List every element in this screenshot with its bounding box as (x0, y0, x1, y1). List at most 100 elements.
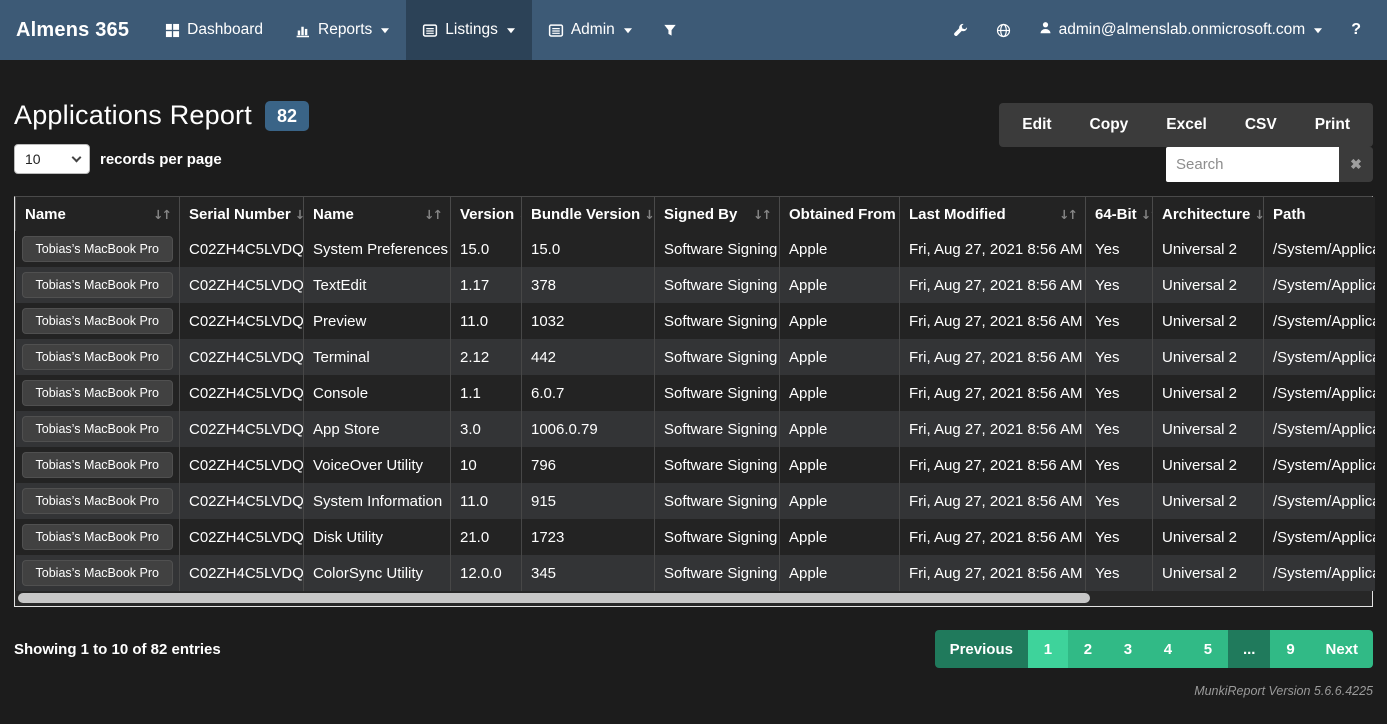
column-header[interactable]: Serial Number ↓↑ (179, 197, 304, 231)
page-button[interactable]: Previous (934, 630, 1028, 668)
device-button[interactable]: Tobias’s MacBook Pro (21, 416, 173, 442)
column-header[interactable]: Bundle Version ↓↑ (521, 197, 655, 231)
sort-icon[interactable]: ↓↑ (294, 206, 304, 222)
table-row: Tobias’s MacBook Pro C02ZH4C5LVDQ App St… (15, 411, 1375, 447)
cell-version: 1.1 (450, 375, 522, 411)
export-button[interactable]: Copy (1071, 103, 1148, 147)
cell-path: /System/Applica (1263, 303, 1375, 339)
column-header[interactable]: Obtained From ↓↑ (779, 197, 900, 231)
table-row: Tobias’s MacBook Pro C02ZH4C5LVDQ Termin… (15, 339, 1375, 375)
cell-64bit: Yes (1085, 555, 1153, 591)
cell-64bit: Yes (1085, 375, 1153, 411)
filter-icon[interactable] (649, 0, 691, 60)
scrollbar-thumb[interactable] (18, 593, 1090, 603)
nav-menu: Dashboard Reports Listings Admin (149, 0, 649, 60)
page-button[interactable]: 1 (1027, 630, 1068, 668)
column-header[interactable]: Name ↓↑ (15, 197, 180, 231)
cell-last-modified: Fri, Aug 27, 2021 8:56 AM (899, 447, 1086, 483)
cell-obtained-from: Apple (779, 411, 900, 447)
cell-path: /System/Applica (1263, 375, 1375, 411)
column-header[interactable]: Version ↓↑ (450, 197, 522, 231)
cell-path: /System/Applica (1263, 555, 1375, 591)
column-header[interactable]: Name ↓↑ (303, 197, 451, 231)
cell-bundle-version: 796 (521, 447, 655, 483)
column-header[interactable]: Architecture ↓↑ (1152, 197, 1264, 231)
clear-search-icon[interactable]: ✖ (1339, 147, 1373, 182)
page-header: Applications Report 82 (14, 60, 1373, 131)
export-button[interactable]: Edit (1003, 103, 1070, 147)
cell-signed-by: Software Signing (654, 483, 780, 519)
sort-icon[interactable]: ↓↑ (1059, 206, 1078, 222)
cell-last-modified: Fri, Aug 27, 2021 8:56 AM (899, 339, 1086, 375)
page-button[interactable]: 9 (1270, 630, 1311, 668)
device-button[interactable]: Tobias’s MacBook Pro (21, 272, 173, 298)
table-row: Tobias’s MacBook Pro C02ZH4C5LVDQ Consol… (15, 375, 1375, 411)
records-per-page-label: records per page (100, 150, 222, 168)
cell-obtained-from: Apple (779, 303, 900, 339)
list-icon (548, 23, 564, 38)
globe-icon[interactable] (982, 23, 1025, 38)
sort-icon[interactable]: ↓↑ (424, 206, 443, 222)
device-button[interactable]: Tobias’s MacBook Pro (21, 344, 173, 370)
cell-version: 21.0 (450, 519, 522, 555)
cell-path: /System/Applica (1263, 411, 1375, 447)
search-input[interactable] (1166, 147, 1339, 182)
cell-app-name: System Preferences (303, 231, 451, 267)
page-button[interactable]: 2 (1067, 630, 1108, 668)
column-header[interactable]: Last Modified ↓↑ (899, 197, 1086, 231)
records-per-page-row: 10 records per page (14, 144, 1373, 174)
device-button[interactable]: Tobias’s MacBook Pro (21, 452, 173, 478)
export-button[interactable]: CSV (1226, 103, 1296, 147)
sort-icon[interactable]: ↓↑ (1254, 206, 1263, 222)
nav-item[interactable]: Dashboard (149, 0, 279, 60)
export-button[interactable]: Print (1296, 103, 1369, 147)
device-button[interactable]: Tobias’s MacBook Pro (21, 236, 173, 262)
sort-icon[interactable]: ↓↑ (153, 206, 172, 222)
cell-path: /System/Applica (1263, 339, 1375, 375)
wrench-icon[interactable] (939, 23, 982, 38)
device-button[interactable]: Tobias’s MacBook Pro (21, 308, 173, 334)
device-button[interactable]: Tobias’s MacBook Pro (21, 560, 173, 586)
device-button[interactable]: Tobias’s MacBook Pro (21, 488, 173, 514)
horizontal-scrollbar (15, 591, 1372, 606)
column-header-label: Name (25, 205, 66, 223)
sort-icon[interactable]: ↓↑ (644, 206, 654, 222)
page-button[interactable]: ... (1227, 630, 1271, 668)
column-header[interactable]: Path (1263, 197, 1375, 231)
column-header[interactable]: 64-Bit ↓↑ (1085, 197, 1153, 231)
cell-serial-number: C02ZH4C5LVDQ (179, 303, 304, 339)
table-row: Tobias’s MacBook Pro C02ZH4C5LVDQ TextEd… (15, 267, 1375, 303)
cell-serial-number: C02ZH4C5LVDQ (179, 231, 304, 267)
sort-icon[interactable]: ↓↑ (518, 207, 521, 222)
page-button[interactable]: 5 (1187, 630, 1228, 668)
page-button[interactable]: Next (1310, 630, 1373, 668)
device-button[interactable]: Tobias’s MacBook Pro (21, 380, 173, 406)
chevron-down-icon (506, 25, 516, 35)
main-content: Applications Report 82 Edit Copy Excel C… (0, 60, 1387, 698)
sort-icon[interactable]: ↓↑ (1140, 206, 1153, 222)
page-button[interactable]: 3 (1107, 630, 1148, 668)
device-button[interactable]: Tobias’s MacBook Pro (21, 524, 173, 550)
column-header[interactable]: Signed By ↓↑ (654, 197, 780, 231)
cell-bundle-version: 6.0.7 (521, 375, 655, 411)
export-button[interactable]: Excel (1147, 103, 1226, 147)
cell-architecture: Universal 2 (1152, 375, 1264, 411)
table-row: Tobias’s MacBook Pro C02ZH4C5LVDQ ColorS… (15, 555, 1375, 591)
records-per-page-wrap: 10 (14, 144, 90, 174)
cell-obtained-from: Apple (779, 231, 900, 267)
records-per-page-select[interactable]: 10 (14, 144, 90, 174)
user-menu[interactable]: admin@almenslab.onmicrosoft.com (1025, 21, 1338, 39)
nav-item[interactable]: Admin (532, 0, 649, 60)
nav-item[interactable]: Listings (406, 0, 532, 60)
page-button[interactable]: 4 (1147, 630, 1188, 668)
help-button[interactable]: ? (1351, 21, 1361, 38)
sort-icon[interactable]: ↓↑ (753, 206, 772, 222)
nav-item-label: Admin (570, 21, 615, 38)
cell-device: Tobias’s MacBook Pro (16, 483, 180, 519)
nav-item-label: Dashboard (187, 21, 263, 38)
brand-link[interactable]: Almens 365 (16, 18, 130, 41)
table-row: Tobias’s MacBook Pro C02ZH4C5LVDQ Previe… (15, 303, 1375, 339)
nav-item[interactable]: Reports (279, 0, 406, 60)
cell-app-name: ColorSync Utility (303, 555, 451, 591)
grid-icon (165, 23, 180, 38)
